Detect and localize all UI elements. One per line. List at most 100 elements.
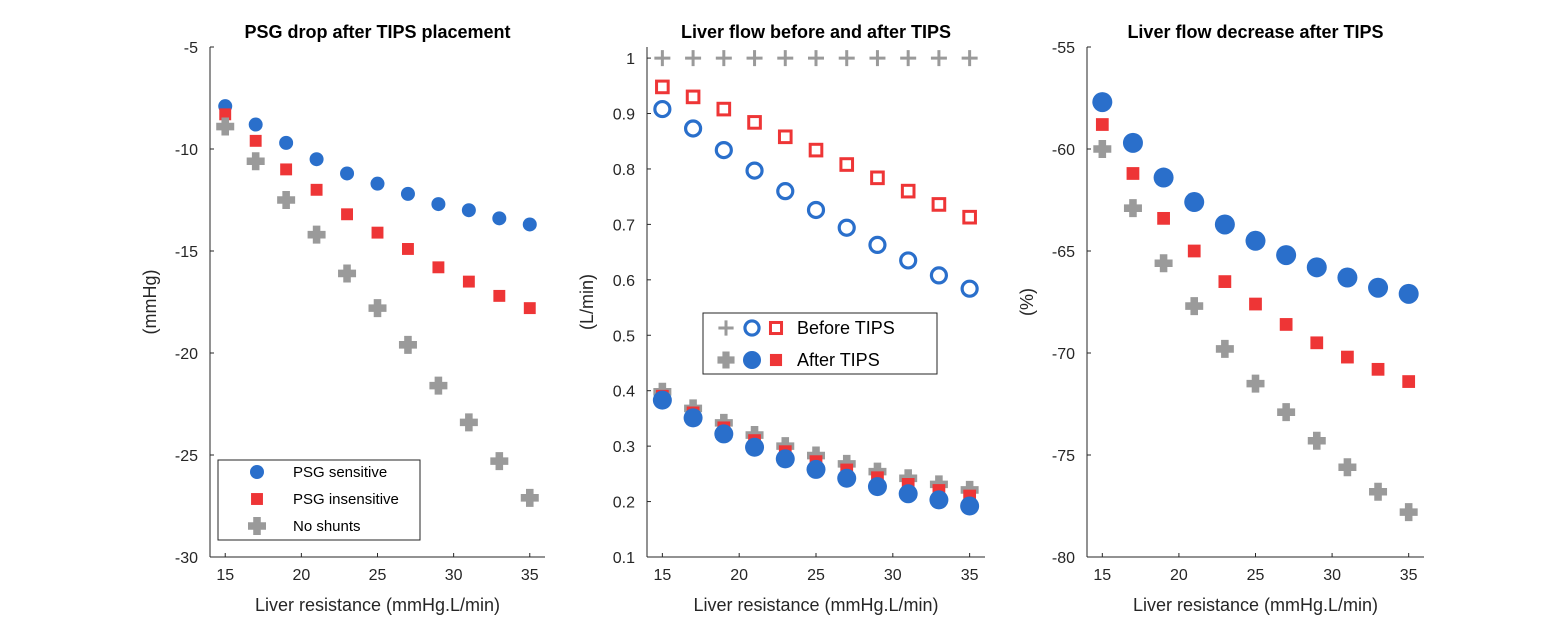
data-point	[1126, 167, 1140, 180]
data-point	[1371, 362, 1385, 376]
y-tick-label: -75	[1052, 448, 1075, 465]
data-point	[899, 251, 918, 270]
chart-title: Liver flow before and after TIPS	[681, 22, 951, 42]
data-point	[1307, 431, 1326, 450]
data-point	[492, 211, 507, 226]
data-point	[307, 225, 326, 244]
data-point	[459, 413, 478, 432]
x-tick-label: 20	[292, 567, 310, 584]
data-point	[1093, 140, 1112, 158]
data-point	[429, 376, 448, 395]
data-point	[523, 302, 536, 315]
data-point	[1276, 245, 1297, 266]
legend-label: No shunts	[293, 518, 361, 535]
data-point	[654, 50, 671, 67]
data-point	[838, 50, 855, 67]
data-point	[398, 335, 417, 354]
x-tick-label: 15	[653, 567, 671, 584]
data-point	[777, 50, 794, 67]
legend-marker	[251, 493, 263, 505]
x-tick-label: 25	[369, 567, 387, 584]
data-point	[869, 50, 886, 67]
data-point	[338, 264, 357, 283]
series-circle-open-1	[653, 99, 979, 298]
series-no-shunts	[216, 117, 539, 507]
data-point	[279, 135, 294, 150]
y-tick-label: -65	[1052, 244, 1075, 261]
data-point	[1338, 458, 1357, 477]
data-point	[1214, 214, 1235, 235]
chart-panel-1: 15 20 25 30 35 -30 -25 -20 -15 -10 -5 PSG drop afte…	[140, 22, 545, 615]
data-point	[962, 209, 977, 225]
data-point	[1402, 375, 1416, 388]
series-square-open-2	[655, 79, 977, 225]
data-point	[310, 183, 323, 196]
series-square-1	[1095, 118, 1416, 388]
y-tick-label: 0.5	[613, 328, 635, 345]
data-point	[714, 141, 733, 160]
data-point	[683, 119, 703, 138]
y-tick-label: 0.7	[613, 217, 635, 234]
data-point	[930, 50, 947, 67]
data-point	[683, 408, 703, 428]
chart-title: Liver flow decrease after TIPS	[1127, 22, 1383, 42]
x-axis-title: Liver resistance (mmHg.L/min)	[255, 595, 500, 615]
legend-label: PSG sensitive	[293, 464, 387, 481]
data-point	[1122, 132, 1143, 153]
data-point	[1157, 211, 1170, 225]
data-point	[775, 449, 795, 469]
data-point	[371, 226, 384, 239]
series-plus-0	[654, 50, 978, 67]
data-point	[839, 157, 855, 172]
data-point	[216, 117, 235, 136]
legend: Before TIPS After TIPS	[702, 312, 938, 375]
y-tick-label: 0.9	[613, 107, 635, 124]
legend: PSG sensitive PSG insensitive No shunts	[217, 459, 421, 541]
data-point	[746, 50, 763, 67]
data-point	[655, 79, 670, 95]
data-point	[1154, 254, 1173, 273]
legend-marker	[768, 320, 784, 336]
legend-marker	[248, 517, 266, 535]
chart-panel-3: 15 20 25 30 35 -80 -75 -70 -65 -60 -55 Liver flow d…	[1017, 22, 1424, 615]
series-cross-3	[653, 382, 979, 499]
data-point	[929, 266, 949, 285]
data-point	[745, 437, 765, 457]
data-point	[777, 129, 793, 145]
data-point	[248, 117, 263, 132]
data-point	[1310, 336, 1324, 350]
data-point	[808, 142, 824, 158]
legend-label: PSG insensitive	[293, 491, 399, 508]
y-axis-title: (%)	[1017, 288, 1037, 316]
legend-label: After TIPS	[797, 350, 880, 370]
data-point	[309, 152, 324, 167]
series-circle-0	[1092, 92, 1419, 304]
legend-marker	[743, 319, 761, 337]
data-point	[931, 197, 947, 212]
y-tick-label: -60	[1052, 142, 1075, 159]
data-point	[340, 166, 355, 181]
data-point	[462, 275, 475, 288]
data-point	[1153, 167, 1174, 188]
data-point	[745, 161, 764, 180]
data-point	[368, 299, 387, 318]
data-point	[400, 186, 415, 201]
data-point	[806, 200, 826, 220]
data-point	[929, 490, 949, 510]
y-tick-label: 0.2	[613, 495, 635, 512]
legend-label: Before TIPS	[797, 318, 895, 338]
data-point	[1277, 403, 1296, 422]
data-point	[1185, 297, 1204, 316]
data-point	[868, 235, 887, 255]
x-tick-label: 25	[1247, 567, 1265, 584]
data-point	[960, 279, 979, 298]
data-point	[960, 496, 980, 516]
data-point	[493, 289, 506, 302]
series-circle-5	[652, 390, 980, 516]
data-point	[867, 477, 887, 497]
x-tick-label: 35	[961, 567, 979, 584]
data-point	[652, 390, 672, 410]
data-point	[1187, 244, 1201, 258]
data-point	[898, 484, 918, 504]
data-point	[461, 203, 476, 218]
